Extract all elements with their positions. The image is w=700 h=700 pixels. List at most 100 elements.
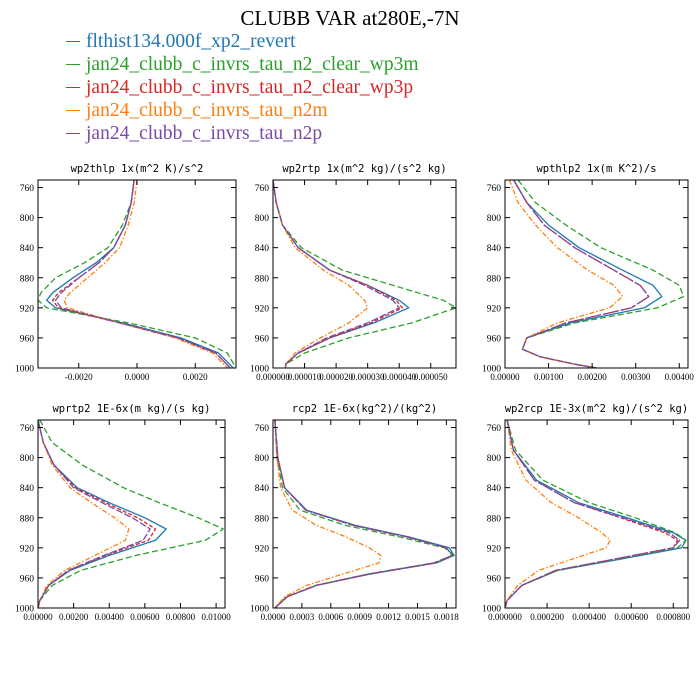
x-tick-label: 0.000600 [614,612,648,622]
series-line [38,420,167,608]
x-tick-label: -0.0020 [65,372,93,382]
plot-frame [504,419,689,609]
series-line [54,180,231,368]
series-line [508,180,624,368]
y-tick-label: 1000 [482,365,501,375]
x-tick-label: 0.000020 [319,372,353,382]
x-tick-label: 0.00000 [23,612,53,622]
y-tick-label: 1000 [250,365,269,375]
series-line [513,180,650,368]
x-tick-label: 0.01000 [201,612,231,622]
panel-title: wp2thlp 1x(m^2 K)/s^2 [71,163,204,175]
chart-panel: wprtp2 1E-6x(m kg)/(s kg) 760 800 840 880 920… [15,403,231,622]
plot-frame [272,179,457,369]
series-line [38,420,130,608]
x-tick-label: 0.000000 [488,612,522,622]
series-line [38,180,236,368]
series-line [273,180,400,368]
series-line [513,180,663,368]
series-line [274,420,382,608]
panel-title: wp2rcp 1E-3x(m^2 kg)/(s^2 kg) [505,403,688,415]
legend-item: flthist134.000f_xp2_revert [66,30,419,53]
series-line [273,180,369,368]
y-tick-label: 960 [255,334,270,344]
y-tick-label: 960 [255,574,270,584]
y-tick-label: 920 [20,544,35,554]
series-line [505,420,687,608]
y-tick-label: 1000 [15,605,34,615]
x-tick-label: 0.00100 [534,372,564,382]
panel-title: wprtp2 1E-6x(m kg)/(s kg) [52,403,210,415]
y-tick-label: 800 [487,214,502,224]
legend-item: jan24_clubb_c_invrs_tau_n2m [66,99,419,122]
y-tick-label: 800 [255,214,270,224]
legend-label: jan24_clubb_c_invrs_tau_n2_clear_wp3m [86,54,419,75]
series-line [517,180,685,368]
x-tick-label: 0.000000 [256,372,290,382]
x-tick-label: 0.00600 [130,612,160,622]
y-tick-label: 840 [487,244,502,254]
plot-frame [272,419,457,609]
legend-label: jan24_clubb_c_invrs_tau_n2_clear_wp3p [86,77,414,98]
y-tick-label: 880 [20,274,35,284]
legend-item: jan24_clubb_c_invrs_tau_n2_clear_wp3p [66,76,419,99]
panel-title: rcp2 1E-6x(kg^2)/(kg^2) [292,403,437,415]
x-tick-label: 0.0012 [376,612,401,622]
legend: flthist134.000f_xp2_revert jan24_clubb_c… [66,30,419,145]
x-tick-label: 0.00300 [621,372,651,382]
legend-swatch [66,110,80,112]
x-tick-label: 0.00000 [490,372,520,382]
series-line [274,420,453,608]
plot-frame [37,419,226,609]
y-tick-label: 800 [487,454,502,464]
y-tick-label: 920 [255,544,270,554]
series-line [274,420,453,608]
chart-panel: wp2rcp 1E-3x(m^2 kg)/(s^2 kg)760 800 840 88… [482,403,691,622]
x-tick-label: 0.00800 [166,612,196,622]
plot-frame [504,179,689,369]
x-tick-label: 0.00200 [578,372,608,382]
y-tick-label: 840 [20,484,35,494]
chart-panel: rcp2 1E-6x(kg^2)/(kg^2) 760 800 840 880 920 96… [250,403,459,622]
y-tick-label: 760 [255,184,270,194]
x-tick-label: 0.0020 [183,372,208,382]
y-tick-label: 800 [255,454,270,464]
y-tick-label: 760 [255,424,270,434]
series-line [274,420,455,608]
series-line [38,420,151,608]
legend-item: jan24_clubb_c_invrs_tau_n2p [66,122,419,145]
y-tick-label: 960 [487,334,502,344]
y-tick-label: 960 [20,574,35,584]
legend-label: jan24_clubb_c_invrs_tau_n2m [86,100,328,121]
x-tick-label: 0.000800 [656,612,690,622]
y-tick-label: 760 [487,184,502,194]
x-tick-label: 0.0000 [261,612,286,622]
series-line [505,420,611,608]
y-tick-label: 880 [255,274,270,284]
x-tick-label: 0.00200 [59,612,89,622]
series-line [273,180,456,368]
x-tick-label: 0.0006 [318,612,343,622]
legend-item: jan24_clubb_c_invrs_tau_n2_clear_wp3m [66,53,419,76]
x-tick-label: 0.000040 [382,372,416,382]
x-tick-label: 0.000200 [530,612,564,622]
y-tick-label: 840 [255,244,270,254]
y-tick-label: 840 [487,484,502,494]
figure-title: CLUBB VAR at280E,-7N [240,6,460,30]
chart-panel: wp2thlp 1x(m^2 K)/s^2 760 800 840 880 920 960 1… [15,163,237,382]
series-line [274,420,455,608]
y-tick-label: 920 [487,544,502,554]
y-tick-label: 800 [20,214,35,224]
y-tick-label: 960 [487,574,502,584]
y-tick-label: 1000 [15,365,34,375]
y-tick-label: 840 [20,244,35,254]
legend-swatch [66,41,80,43]
x-tick-label: 0.00400 [665,372,695,382]
y-tick-label: 880 [20,514,35,524]
series-line [505,420,687,608]
series-line [63,180,228,368]
y-tick-label: 920 [487,304,502,314]
y-tick-label: 1000 [250,605,269,615]
legend-swatch [66,64,80,66]
